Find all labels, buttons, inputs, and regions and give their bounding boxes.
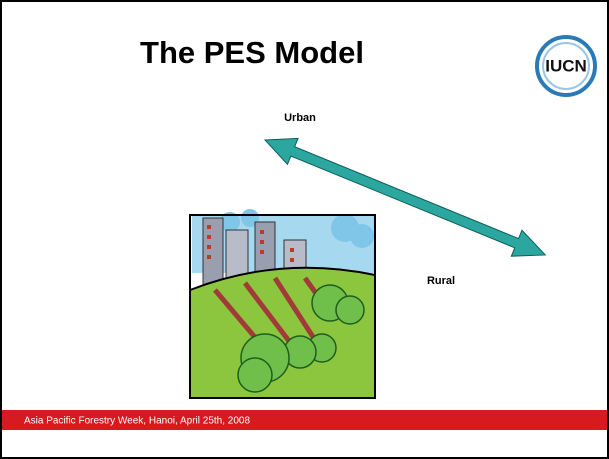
slide: The PES Model IUCN Urban Rural <box>0 0 609 459</box>
logo-text: IUCN <box>545 56 587 75</box>
illustration <box>190 209 375 398</box>
urban-label: Urban <box>284 112 316 124</box>
footer-text: Asia Pacific Forestry Week, Hanoi, April… <box>24 416 250 427</box>
slide-title: The PES Model <box>140 35 364 70</box>
rural-label: Rural <box>427 275 455 287</box>
logo: IUCN <box>537 37 595 95</box>
